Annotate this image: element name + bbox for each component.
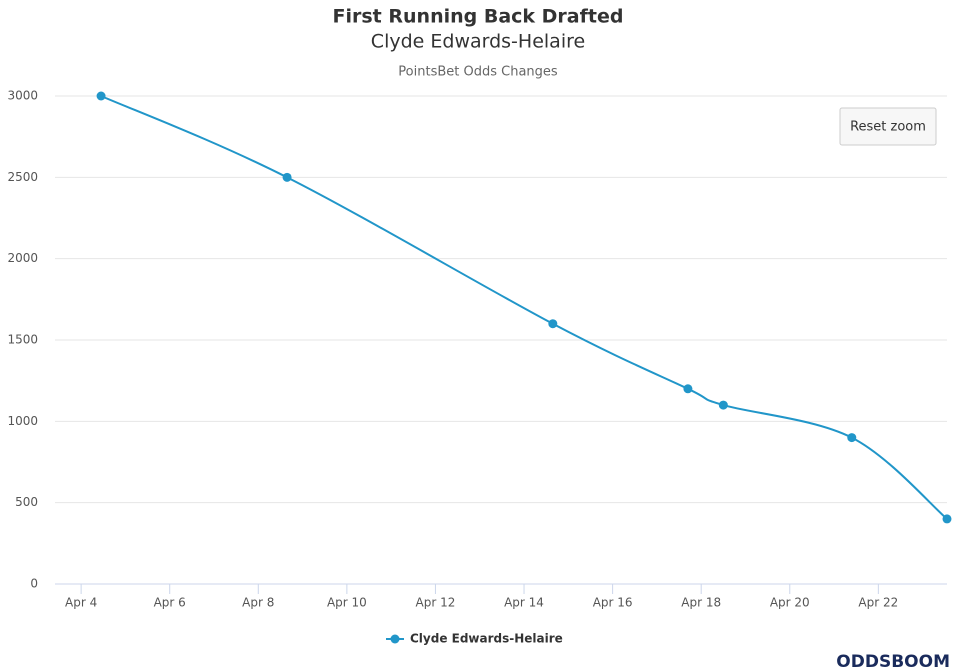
point: [683, 384, 693, 394]
x-tick-label: Apr 14: [504, 596, 544, 610]
x-tick-label: Apr 4: [65, 596, 97, 610]
x-tick-label: Apr 22: [858, 596, 898, 610]
y-tick-label: 500: [15, 495, 38, 509]
point: [942, 514, 952, 524]
x-tick-label: Apr 18: [681, 596, 721, 610]
legend-symbol: [390, 634, 400, 644]
point: [847, 433, 857, 443]
point: [548, 319, 558, 329]
y-tick-label: 2000: [7, 251, 38, 265]
y-tick-label: 0: [30, 577, 38, 591]
chart-caption: PointsBet Odds Changes: [398, 65, 558, 80]
x-tick-label: Apr 10: [327, 596, 367, 610]
point: [282, 172, 292, 182]
y-tick-label: 1500: [7, 333, 38, 347]
button-box: [839, 107, 937, 146]
button-label: Reset zoom: [850, 120, 926, 135]
chart-subtitle: Clyde Edwards-Helaire: [371, 31, 585, 53]
x-tick-label: Apr 16: [593, 596, 633, 610]
x-tick-label: Apr 12: [416, 596, 456, 610]
chart-title: First Running Back Drafted: [333, 6, 624, 28]
legend-label: Clyde Edwards-Helaire: [410, 632, 563, 646]
x-tick-label: Apr 20: [770, 596, 810, 610]
y-tick-label: 1000: [7, 414, 38, 428]
point: [96, 91, 106, 101]
y-tick-label: 2500: [7, 170, 38, 184]
point: [718, 400, 728, 410]
x-tick-label: Apr 6: [154, 596, 186, 610]
watermark: ODDSBOOM: [836, 652, 950, 672]
reset-zoom-button[interactable]: Reset zoom: [839, 107, 937, 146]
x-tick-label: Apr 8: [242, 596, 274, 610]
y-tick-label: 3000: [7, 89, 38, 103]
